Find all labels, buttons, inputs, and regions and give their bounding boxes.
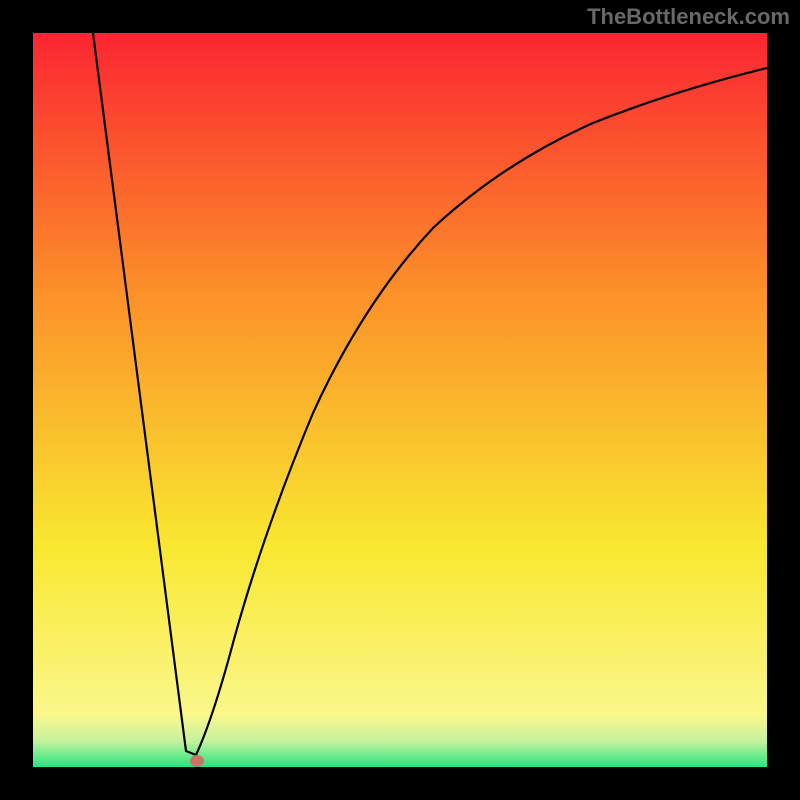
curve-svg — [33, 33, 767, 767]
bottleneck-curve — [93, 33, 767, 755]
chart-container: TheBottleneck.com — [0, 0, 800, 800]
optimal-point-marker — [190, 755, 204, 767]
plot-area — [33, 33, 767, 767]
attribution-text: TheBottleneck.com — [587, 4, 790, 30]
